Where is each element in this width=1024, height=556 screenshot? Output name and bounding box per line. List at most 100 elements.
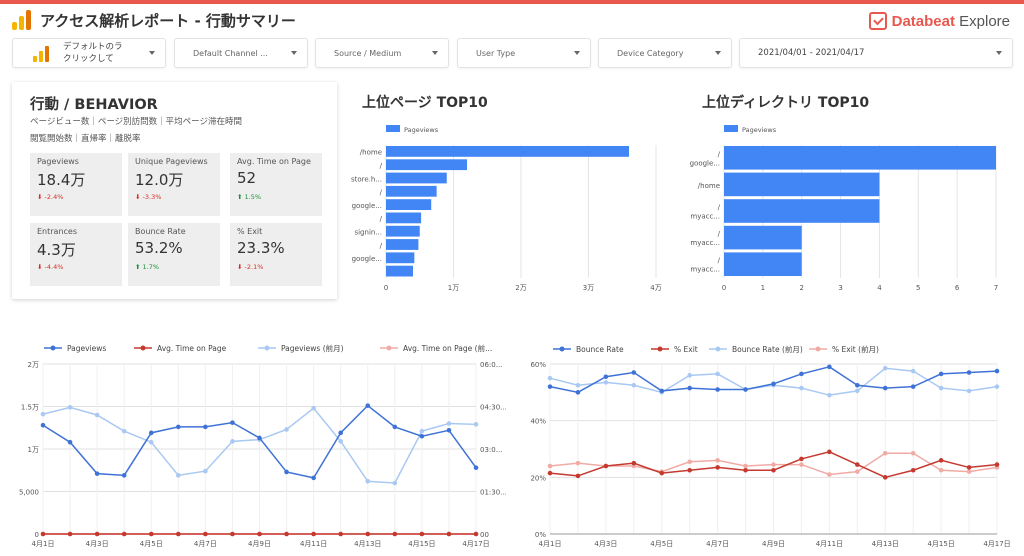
device-category-filter[interactable]: Device Category [598, 38, 732, 68]
x-tick-label: 4月5日 [140, 540, 163, 548]
data-point [799, 371, 804, 377]
data-point [40, 411, 46, 417]
source-medium-filter[interactable]: Source / Medium [315, 38, 449, 68]
data-point [771, 381, 776, 387]
kpi-card-bounce-rate[interactable]: Bounce Rate 53.2% ⬆ 1.7% [128, 223, 220, 286]
x-tick-label: 7 [994, 284, 998, 292]
data-point [966, 465, 972, 470]
data-point [94, 531, 100, 537]
y-tick-label: / [380, 162, 383, 170]
bounce-exit-trend-chart[interactable]: Bounce Rate % Exit Bounce Rate (前月) % Exit … [516, 338, 1020, 554]
arrow-down-icon: ⬇ [135, 193, 141, 201]
top-pages-title: 上位ページ TOP10 [362, 95, 488, 111]
data-point [446, 421, 452, 426]
data-point [910, 368, 916, 374]
kpi-label: Bounce Rate [135, 227, 186, 236]
y2-tick-label: 00 [480, 531, 489, 539]
kpi-change: ⬇ -4.4% [37, 263, 64, 271]
pageviews-trend-chart[interactable]: Pageviews Avg. Time on Page Pageviews (前月)… [8, 338, 506, 554]
data-point [687, 467, 692, 473]
data-point [603, 374, 609, 380]
data-point [631, 382, 637, 388]
device-category-filter-label: Device Category [617, 48, 684, 58]
top-directories-title: 上位ディレクトリ TOP10 [702, 95, 870, 111]
channel-filter[interactable]: Default Channel ... [174, 38, 308, 68]
chevron-down-icon [715, 51, 721, 55]
kpi-change: ⬇ -2.4% [37, 193, 64, 201]
x-tick-label: 4 [877, 284, 882, 292]
x-tick-label: 1 [761, 284, 765, 292]
data-point [743, 463, 748, 469]
legend-label: Pageviews [404, 126, 439, 134]
y-tick-label: / [380, 215, 383, 223]
data-point [446, 428, 452, 433]
data-point [121, 473, 127, 478]
legend-marker [140, 345, 146, 351]
bar [724, 199, 880, 223]
chevron-down-icon [996, 51, 1002, 55]
kpi-card-percent-exit[interactable]: % Exit 23.3% ⬇ -2.1% [230, 223, 322, 286]
y2-tick-label: 01:30... [480, 489, 506, 497]
y-tick-label: / [718, 230, 721, 238]
data-point [547, 463, 553, 469]
bar [386, 252, 415, 264]
legend-label: Pageviews [742, 126, 777, 134]
data-point [966, 388, 972, 394]
report-header: アクセス解析レポート - 行動サマリー Databeat Explore [0, 4, 1024, 36]
kpi-change: ⬆ 1.7% [135, 263, 160, 271]
bar [724, 146, 996, 170]
source-medium-filter-label: Source / Medium [334, 48, 402, 58]
data-point [603, 380, 609, 385]
brand-logo[interactable]: Databeat Explore [868, 12, 1010, 30]
data-point [966, 370, 972, 375]
data-point [230, 439, 235, 444]
kpi-label: % Exit [237, 227, 263, 236]
arrow-down-icon: ⬇ [237, 263, 243, 271]
data-point [659, 470, 665, 476]
kpi-card-avg-time-on-page[interactable]: Avg. Time on Page 52 ⬆ 1.5% [230, 153, 322, 216]
data-point [284, 427, 289, 432]
data-point [365, 531, 371, 537]
bar [724, 225, 802, 250]
data-point [176, 473, 181, 478]
data-point [230, 420, 235, 425]
x-tick-label: 4月3日 [86, 540, 109, 548]
kpi-card-unique-pageviews[interactable]: Unique Pageviews 12.0万 ⬇ -3.3% [128, 153, 220, 216]
behavior-summary-card: 行動 / BEHAVIOR ページビュー数｜ページ別訪問数｜平均ページ滞在時間 … [12, 82, 337, 299]
data-point [659, 388, 665, 394]
account-filter[interactable]: デフォルトのラ クリックして [12, 38, 166, 68]
y-tick-label: myacc... [690, 213, 720, 221]
chevron-down-icon [574, 51, 580, 55]
checkbox-logo-icon [868, 12, 887, 30]
data-point [203, 424, 208, 430]
data-point [392, 531, 398, 537]
data-point [938, 467, 944, 473]
data-point [631, 460, 637, 466]
date-range-picker[interactable]: 2021/04/01 - 2021/04/17 [739, 38, 1013, 68]
brand-suffix: Explore [954, 12, 1010, 30]
legend-label: Avg. Time on Page (前... [403, 343, 492, 353]
kpi-card-pageviews[interactable]: Pageviews 18.4万 ⬇ -2.4% [30, 153, 122, 216]
y-tick-label: / [718, 204, 721, 212]
y-tick-label: /home [360, 149, 382, 157]
user-type-filter[interactable]: User Type [457, 38, 591, 68]
kpi-card-entrances[interactable]: Entrances 4.3万 ⬇ -4.4% [30, 223, 122, 286]
data-point [771, 467, 776, 473]
data-point [715, 371, 720, 377]
x-tick-label: 4月11日 [816, 540, 843, 548]
data-point [882, 365, 888, 371]
top-pages-bar-chart[interactable]: Pageviews 0 1万 2万 3万 4万/home / store.h... / googl… [340, 118, 670, 300]
data-point [938, 371, 944, 377]
kpi-change: ⬆ 1.5% [237, 193, 262, 201]
bar [386, 212, 422, 224]
x-tick-label: 4月3日 [594, 540, 617, 548]
data-point [419, 531, 425, 537]
y-tick-label: 40% [530, 418, 546, 426]
chevron-down-icon [291, 51, 297, 55]
y-tick-label: 0 [35, 531, 39, 539]
data-point [855, 388, 860, 394]
bar [724, 252, 802, 276]
data-point [148, 439, 154, 445]
x-tick-label: 4月7日 [194, 540, 217, 548]
